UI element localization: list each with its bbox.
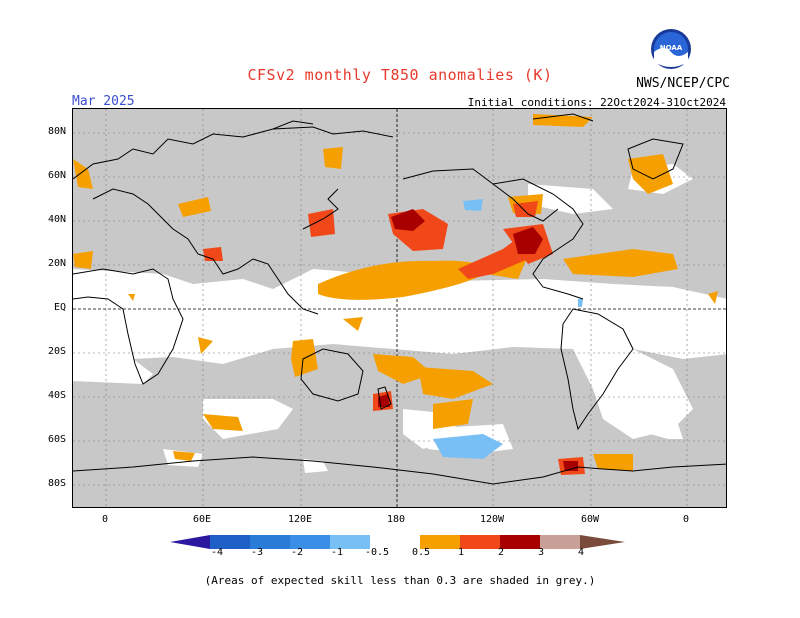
noaa-logo: NOAA [650,28,692,70]
colorbar-label: -2 [290,547,304,558]
lat-tick: 80N [47,126,66,137]
lat-tick: 60N [47,170,66,181]
initial-conditions: Initial conditions: 22Oct2024-31Oct2024 [467,96,726,109]
lon-tick: 60E [192,514,212,525]
lon-tick: 60W [580,514,600,525]
lat-tick: EQ [53,302,66,313]
logo-text: NOAA [660,44,683,52]
colorbar-label: 3 [537,547,545,558]
lon-tick: 120E [287,514,313,525]
colorbar [170,534,630,553]
lat-tick: 20N [47,258,66,269]
colorbar-label: -1 [330,547,344,558]
anomaly-orange [73,114,718,471]
lon-tick: 120W [479,514,505,525]
coastlines [73,113,726,485]
colorbar-label: 2 [497,547,505,558]
colorbar-label: 1 [457,547,465,558]
lat-tick: 40S [47,390,66,401]
colorbar-label: -3 [250,547,264,558]
valid-month: Mar 2025 [72,94,135,109]
anomaly-map [72,108,727,508]
lat-tick: 60S [47,434,66,445]
colorbar-label: -0.5 [364,547,390,558]
lat-tick: 80S [47,478,66,489]
colorbar-label: 0.5 [411,547,431,558]
lon-tick: 180 [386,514,406,525]
skill-footnote: (Areas of expected skill less than 0.3 a… [204,574,596,587]
lat-tick: 40N [47,214,66,225]
chart-title: CFSv2 monthly T850 anomalies (K) [247,66,553,84]
agency-label: NWS/NCEP/CPC [636,76,730,91]
neutral-regions [73,164,726,473]
anomaly-darkred [378,209,578,471]
lon-tick: 0 [101,514,109,525]
equator-dateline [73,109,726,507]
anomaly-blue [433,199,583,459]
lon-tick: 0 [682,514,690,525]
colorbar-label: 4 [577,547,585,558]
colorbar-swatches [170,535,625,549]
lat-tick: 20S [47,346,66,357]
colorbar-label: -4 [210,547,224,558]
